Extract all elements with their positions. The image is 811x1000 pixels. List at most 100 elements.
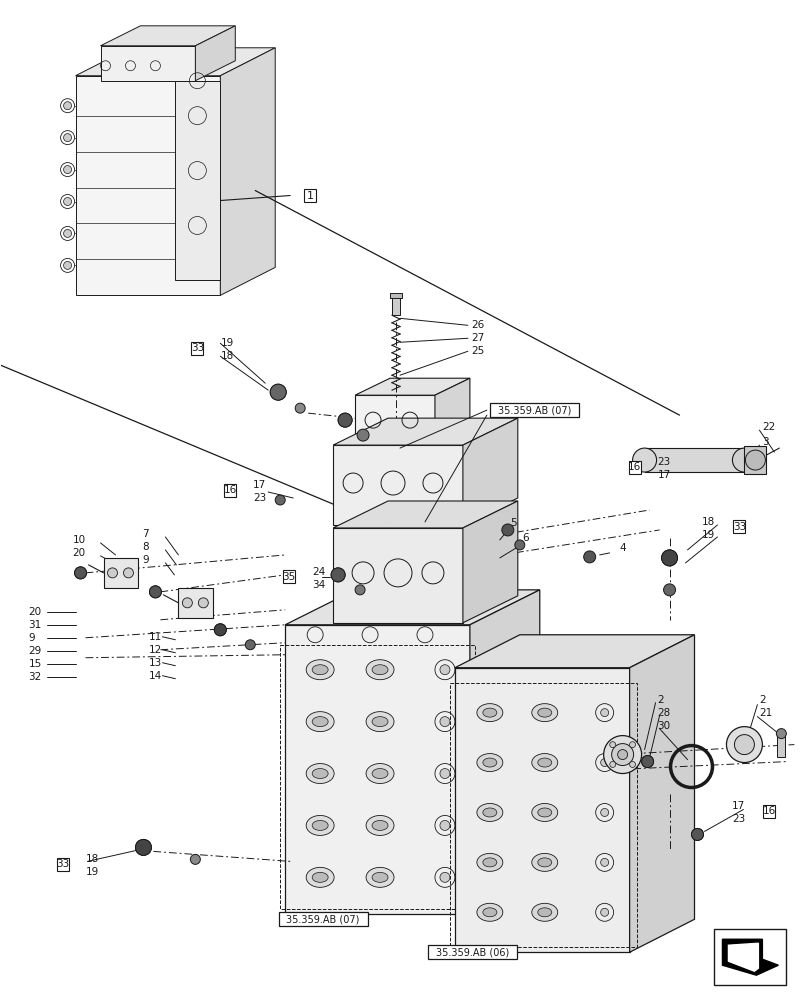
Text: 35.359.AB (06): 35.359.AB (06)	[436, 947, 508, 957]
Polygon shape	[75, 48, 275, 76]
Circle shape	[629, 761, 635, 767]
Polygon shape	[220, 48, 275, 295]
Circle shape	[440, 665, 449, 675]
Bar	[449, 683, 636, 947]
Bar	[762, 805, 775, 818]
Ellipse shape	[733, 735, 753, 755]
Polygon shape	[354, 395, 435, 445]
Ellipse shape	[371, 665, 388, 675]
Text: 17: 17	[657, 470, 670, 480]
Ellipse shape	[531, 853, 557, 871]
Bar	[392, 297, 400, 315]
Circle shape	[198, 598, 208, 608]
Ellipse shape	[537, 708, 551, 717]
Circle shape	[583, 551, 595, 563]
Ellipse shape	[476, 803, 502, 821]
Ellipse shape	[371, 717, 388, 727]
Polygon shape	[101, 46, 195, 81]
Ellipse shape	[366, 764, 393, 784]
Ellipse shape	[531, 903, 557, 921]
Text: 18: 18	[85, 854, 99, 864]
Text: 17: 17	[253, 480, 266, 490]
Ellipse shape	[611, 744, 633, 766]
Text: 10: 10	[72, 535, 86, 545]
Text: 16: 16	[762, 806, 775, 816]
Circle shape	[214, 624, 226, 636]
Polygon shape	[722, 939, 778, 975]
Bar	[428, 945, 517, 959]
Polygon shape	[333, 445, 462, 525]
Circle shape	[600, 858, 608, 866]
Text: 9: 9	[142, 555, 149, 565]
Ellipse shape	[483, 708, 496, 717]
Circle shape	[440, 769, 449, 779]
Text: 12: 12	[148, 645, 161, 655]
Ellipse shape	[537, 858, 551, 867]
Ellipse shape	[371, 872, 388, 882]
Text: 25: 25	[470, 346, 483, 356]
Text: 18: 18	[220, 351, 234, 361]
Text: 11: 11	[148, 632, 161, 642]
Ellipse shape	[531, 754, 557, 772]
Text: 31: 31	[28, 620, 42, 630]
Ellipse shape	[311, 872, 328, 882]
Circle shape	[107, 568, 118, 578]
Text: 35.359.AB (07): 35.359.AB (07)	[497, 405, 571, 415]
Ellipse shape	[476, 754, 502, 772]
Ellipse shape	[371, 769, 388, 779]
Circle shape	[63, 261, 71, 269]
Circle shape	[135, 839, 151, 855]
Polygon shape	[333, 528, 462, 623]
Circle shape	[123, 568, 133, 578]
Circle shape	[514, 540, 524, 550]
Circle shape	[354, 585, 365, 595]
Circle shape	[641, 756, 653, 768]
Bar	[732, 520, 744, 533]
Circle shape	[295, 403, 305, 413]
Polygon shape	[470, 590, 539, 914]
Text: 23: 23	[657, 457, 670, 467]
Circle shape	[661, 550, 676, 566]
Text: 23: 23	[732, 814, 744, 824]
Text: 26: 26	[470, 320, 483, 330]
Ellipse shape	[366, 815, 393, 835]
Bar	[103, 558, 139, 588]
Ellipse shape	[483, 808, 496, 817]
Text: 33: 33	[56, 859, 69, 869]
Text: 34: 34	[311, 580, 325, 590]
Text: 17: 17	[732, 801, 744, 811]
Circle shape	[245, 640, 255, 650]
Circle shape	[63, 166, 71, 174]
Text: 18: 18	[702, 517, 714, 527]
Circle shape	[691, 828, 702, 840]
Text: 32: 32	[28, 672, 42, 682]
Polygon shape	[75, 76, 220, 295]
Ellipse shape	[366, 867, 393, 887]
Ellipse shape	[726, 727, 762, 763]
Text: 23: 23	[253, 493, 266, 503]
Text: 20: 20	[72, 548, 86, 558]
Polygon shape	[285, 590, 539, 625]
Circle shape	[600, 808, 608, 816]
Text: 33: 33	[191, 343, 204, 353]
Bar	[628, 461, 640, 474]
Bar	[644, 448, 744, 472]
Circle shape	[75, 567, 87, 579]
Text: 7: 7	[142, 529, 149, 539]
Ellipse shape	[537, 808, 551, 817]
Circle shape	[600, 709, 608, 717]
Polygon shape	[285, 625, 470, 914]
Circle shape	[190, 854, 200, 864]
Ellipse shape	[311, 717, 328, 727]
Ellipse shape	[371, 820, 388, 830]
Text: 24: 24	[311, 567, 325, 577]
Ellipse shape	[366, 660, 393, 680]
Text: 3: 3	[762, 437, 768, 447]
Circle shape	[63, 229, 71, 237]
Bar	[714, 929, 785, 985]
Bar	[191, 342, 203, 355]
Ellipse shape	[306, 712, 333, 732]
Ellipse shape	[483, 908, 496, 917]
Text: 16: 16	[627, 462, 641, 472]
Circle shape	[63, 102, 71, 110]
